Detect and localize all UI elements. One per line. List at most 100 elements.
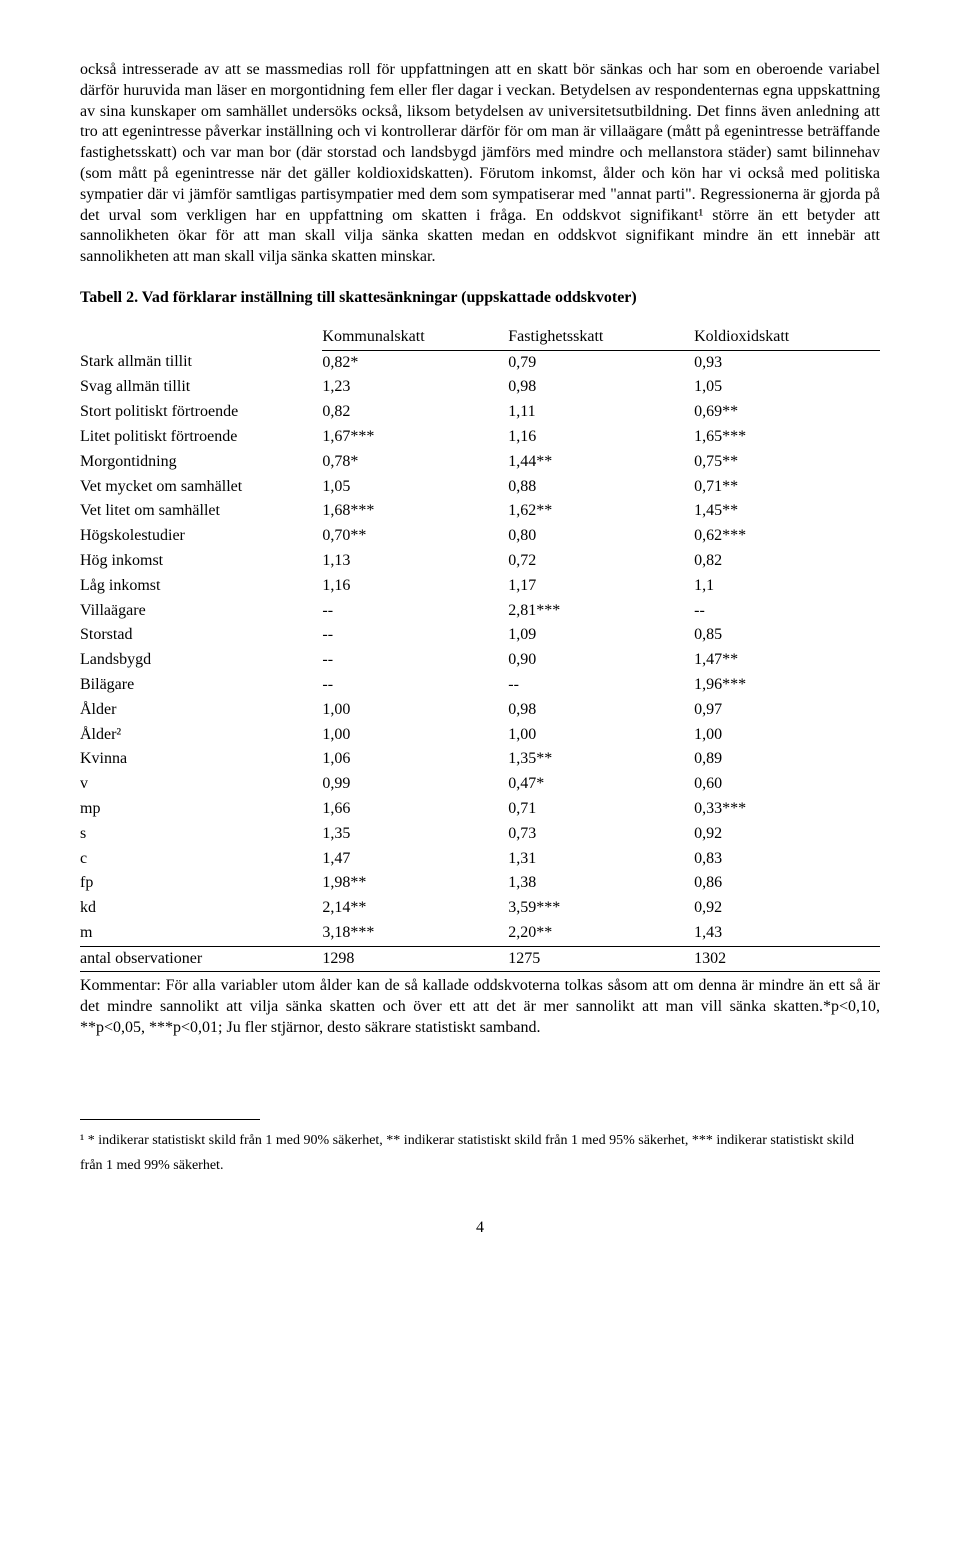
table-cell: 1,16 (322, 574, 508, 599)
table-cell: Morgontidning (80, 450, 322, 475)
table-row: Vet litet om samhället1,68***1,62**1,45*… (80, 499, 880, 524)
table-row: Bilägare----1,96*** (80, 673, 880, 698)
table-row: Storstad--1,090,85 (80, 623, 880, 648)
table-cell: Villaägare (80, 599, 322, 624)
table-cell: 1,23 (322, 375, 508, 400)
table-cell: 0,90 (508, 648, 694, 673)
table-cell: 1,47 (322, 847, 508, 872)
table-cell: 0,85 (694, 623, 880, 648)
table-cell: 0,82 (322, 400, 508, 425)
table-cell: 1,09 (508, 623, 694, 648)
table-cell: 1,35** (508, 747, 694, 772)
table-cell: 0,99 (322, 772, 508, 797)
table-cell: Låg inkomst (80, 574, 322, 599)
table-comment: Kommentar: För alla variabler utom ålder… (80, 976, 880, 1038)
table-cell: 1,44** (508, 450, 694, 475)
table-cell: mp (80, 797, 322, 822)
table-header-kommunal: Kommunalskatt (322, 325, 508, 350)
table-cell: Kvinna (80, 747, 322, 772)
table-row: s1,350,730,92 (80, 822, 880, 847)
table-cell: 3,59*** (508, 896, 694, 921)
table-cell: 1,68*** (322, 499, 508, 524)
table-cell: c (80, 847, 322, 872)
table-header-fastighet: Fastighetsskatt (508, 325, 694, 350)
table-cell: s (80, 822, 322, 847)
table-cell: 0,86 (694, 871, 880, 896)
table-header-row: Kommunalskatt Fastighetsskatt Koldioxids… (80, 325, 880, 350)
table-row: Morgontidning0,78*1,44**0,75** (80, 450, 880, 475)
table-cell: 0,33*** (694, 797, 880, 822)
table-row: Låg inkomst1,161,171,1 (80, 574, 880, 599)
table-cell: kd (80, 896, 322, 921)
table-cell: 1,05 (322, 475, 508, 500)
table-row: Ålder1,000,980,97 (80, 698, 880, 723)
table-header-koldioxid: Koldioxidskatt (694, 325, 880, 350)
table-cell: 0,79 (508, 350, 694, 375)
table-cell: 0,75** (694, 450, 880, 475)
table-cell: 1,96*** (694, 673, 880, 698)
table-row: Hög inkomst1,130,720,82 (80, 549, 880, 574)
table-cell: 0,60 (694, 772, 880, 797)
table-cell: -- (322, 599, 508, 624)
table-cell: 1,05 (694, 375, 880, 400)
table-cell: 0,72 (508, 549, 694, 574)
table-cell: 1,00 (694, 723, 880, 748)
table-cell: 1302 (694, 946, 880, 972)
table-cell: Litet politiskt förtroende (80, 425, 322, 450)
table-cell: 1,31 (508, 847, 694, 872)
table-row: fp1,98**1,380,86 (80, 871, 880, 896)
footnote-separator (80, 1119, 260, 1120)
table-cell: 0,80 (508, 524, 694, 549)
page-number: 4 (80, 1218, 880, 1239)
table-cell: fp (80, 871, 322, 896)
table-cell: 1,00 (322, 723, 508, 748)
table-cell: -- (694, 599, 880, 624)
table-cell: 1,66 (322, 797, 508, 822)
table-cell: 2,14** (322, 896, 508, 921)
table-cell: 1,06 (322, 747, 508, 772)
table-cell: 0,98 (508, 698, 694, 723)
table-cell: Ålder (80, 698, 322, 723)
table-row: Svag allmän tillit1,230,981,05 (80, 375, 880, 400)
table-cell: 1,98** (322, 871, 508, 896)
table-cell: 1,38 (508, 871, 694, 896)
table-cell: 1,13 (322, 549, 508, 574)
table-cell: 2,81*** (508, 599, 694, 624)
table-cell: 1,45** (694, 499, 880, 524)
table-row: c1,471,310,83 (80, 847, 880, 872)
table-cell: 0,88 (508, 475, 694, 500)
table-row: kd2,14**3,59***0,92 (80, 896, 880, 921)
table-cell: 1,47** (694, 648, 880, 673)
table-cell: Ålder² (80, 723, 322, 748)
table-cell: 0,71** (694, 475, 880, 500)
table-cell: Hög inkomst (80, 549, 322, 574)
table-cell: 0,82* (322, 350, 508, 375)
table-cell: 0,71 (508, 797, 694, 822)
table-cell: Stort politiskt förtroende (80, 400, 322, 425)
table-row: v0,990,47*0,60 (80, 772, 880, 797)
table-row: Ålder²1,001,001,00 (80, 723, 880, 748)
table-cell: Vet litet om samhället (80, 499, 322, 524)
table-cell: antal observationer (80, 946, 322, 972)
table-cell: 1,00 (508, 723, 694, 748)
table-cell: 0,73 (508, 822, 694, 847)
table-cell: 1,65*** (694, 425, 880, 450)
table-cell: 1275 (508, 946, 694, 972)
table-cell: 0,92 (694, 896, 880, 921)
table-cell: 0,92 (694, 822, 880, 847)
table-cell: 1,16 (508, 425, 694, 450)
table-cell: 0,98 (508, 375, 694, 400)
table-cell: 1,35 (322, 822, 508, 847)
table-row: Vet mycket om samhället1,050,880,71** (80, 475, 880, 500)
table-cell: 1298 (322, 946, 508, 972)
table-row: Kvinna1,061,35**0,89 (80, 747, 880, 772)
table-cell: Vet mycket om samhället (80, 475, 322, 500)
body-paragraph: också intresserade av att se massmedias … (80, 60, 880, 268)
table-cell: 0,62*** (694, 524, 880, 549)
table-cell: 2,20** (508, 921, 694, 946)
footnote-text: ¹ * indikerar statistiskt skild från 1 m… (80, 1128, 880, 1178)
table-cell: 1,17 (508, 574, 694, 599)
table-cell: 0,47* (508, 772, 694, 797)
table-cell: 0,69** (694, 400, 880, 425)
table-row: Landsbygd--0,901,47** (80, 648, 880, 673)
